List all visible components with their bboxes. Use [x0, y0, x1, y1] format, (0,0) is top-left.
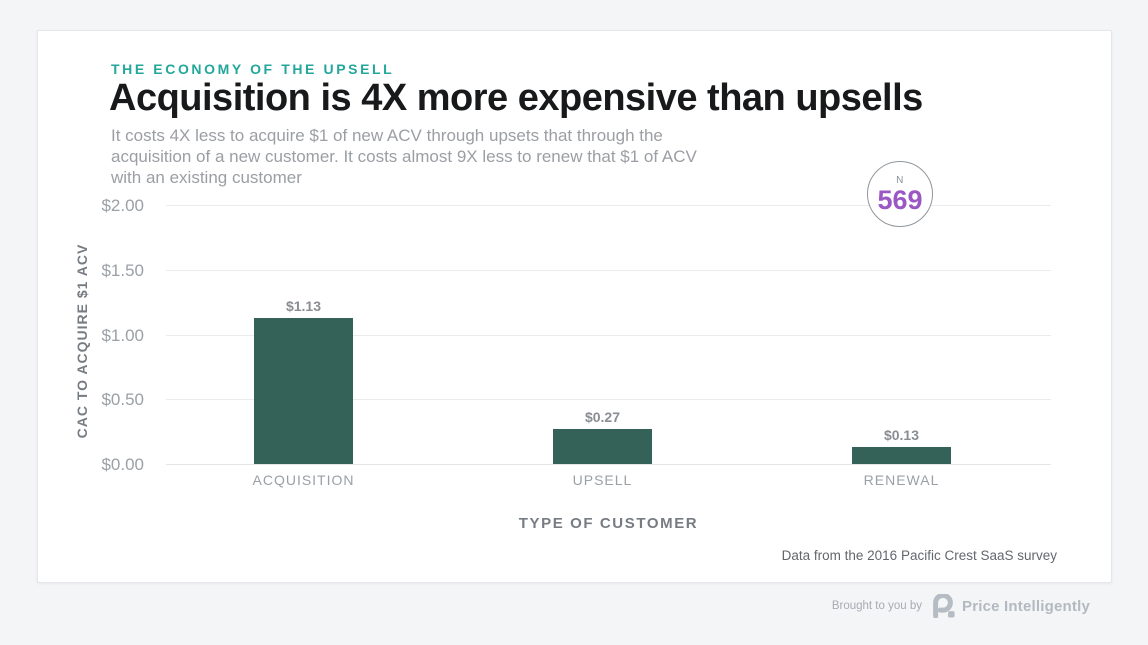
brand-name: Price Intelligently — [961, 597, 1090, 615]
gridline: $0.50 — [101, 390, 1051, 409]
bar-value-label: $0.27 — [584, 409, 621, 425]
sample-size-label: N — [896, 174, 904, 186]
bar-acquisition — [254, 317, 353, 464]
attribution-footer: Brought to you by Price Intelligently — [832, 592, 1090, 620]
gridline: $2.00 — [101, 196, 1051, 215]
bar-group-renewal: $0.13 RENEWAL — [852, 427, 951, 488]
x-category-label: UPSELL — [572, 472, 633, 488]
gridline: $1.00 — [101, 326, 1051, 345]
y-tick-label: $1.00 — [101, 325, 144, 345]
y-tick-label: $1.50 — [101, 260, 144, 280]
sample-size-badge: N 569 — [867, 161, 933, 227]
bar-value-label: $1.13 — [285, 297, 322, 314]
y-tick-label: $0.00 — [101, 455, 144, 474]
x-axis-baseline: $0.00 — [101, 455, 1051, 474]
plot-area: $2.00 $1.50 $1.00 $0.50 $0.00 $1.13 ACQU… — [101, 196, 1051, 488]
chart-title: Acquisition is 4X more expensive than up… — [109, 77, 923, 119]
bar-value-label: $0.13 — [883, 427, 920, 444]
price-intelligently-logo[interactable]: Price Intelligently — [930, 594, 1090, 618]
bar-upsell — [553, 429, 652, 464]
x-category-label: ACQUISITION — [252, 472, 355, 488]
price-intelligently-p-mark-icon — [930, 594, 956, 618]
gridline: $1.50 — [101, 261, 1051, 280]
chart-subtitle: It costs 4X less to acquire $1 of new AC… — [111, 126, 697, 187]
bar-group-acquisition: $1.13 ACQUISITION — [252, 297, 353, 488]
brought-to-you-by-label: Brought to you by — [831, 600, 922, 612]
data-source-footnote: Data from the 2016 Pacific Crest SaaS su… — [781, 548, 1057, 563]
chart-card: THE ECONOMY OF THE UPSELL Acquisition is… — [37, 30, 1112, 583]
x-axis-title: TYPE OF CUSTOMER — [518, 515, 699, 532]
y-tick-label: $2.00 — [101, 196, 144, 215]
bar-group-upsell: $0.27 UPSELL — [553, 409, 652, 488]
y-tick-label: $0.50 — [101, 390, 144, 410]
sample-size-value: 569 — [877, 184, 923, 215]
x-category-label: RENEWAL — [863, 472, 940, 488]
eyebrow-kicker: THE ECONOMY OF THE UPSELL — [111, 61, 395, 77]
bar-renewal — [852, 447, 951, 464]
